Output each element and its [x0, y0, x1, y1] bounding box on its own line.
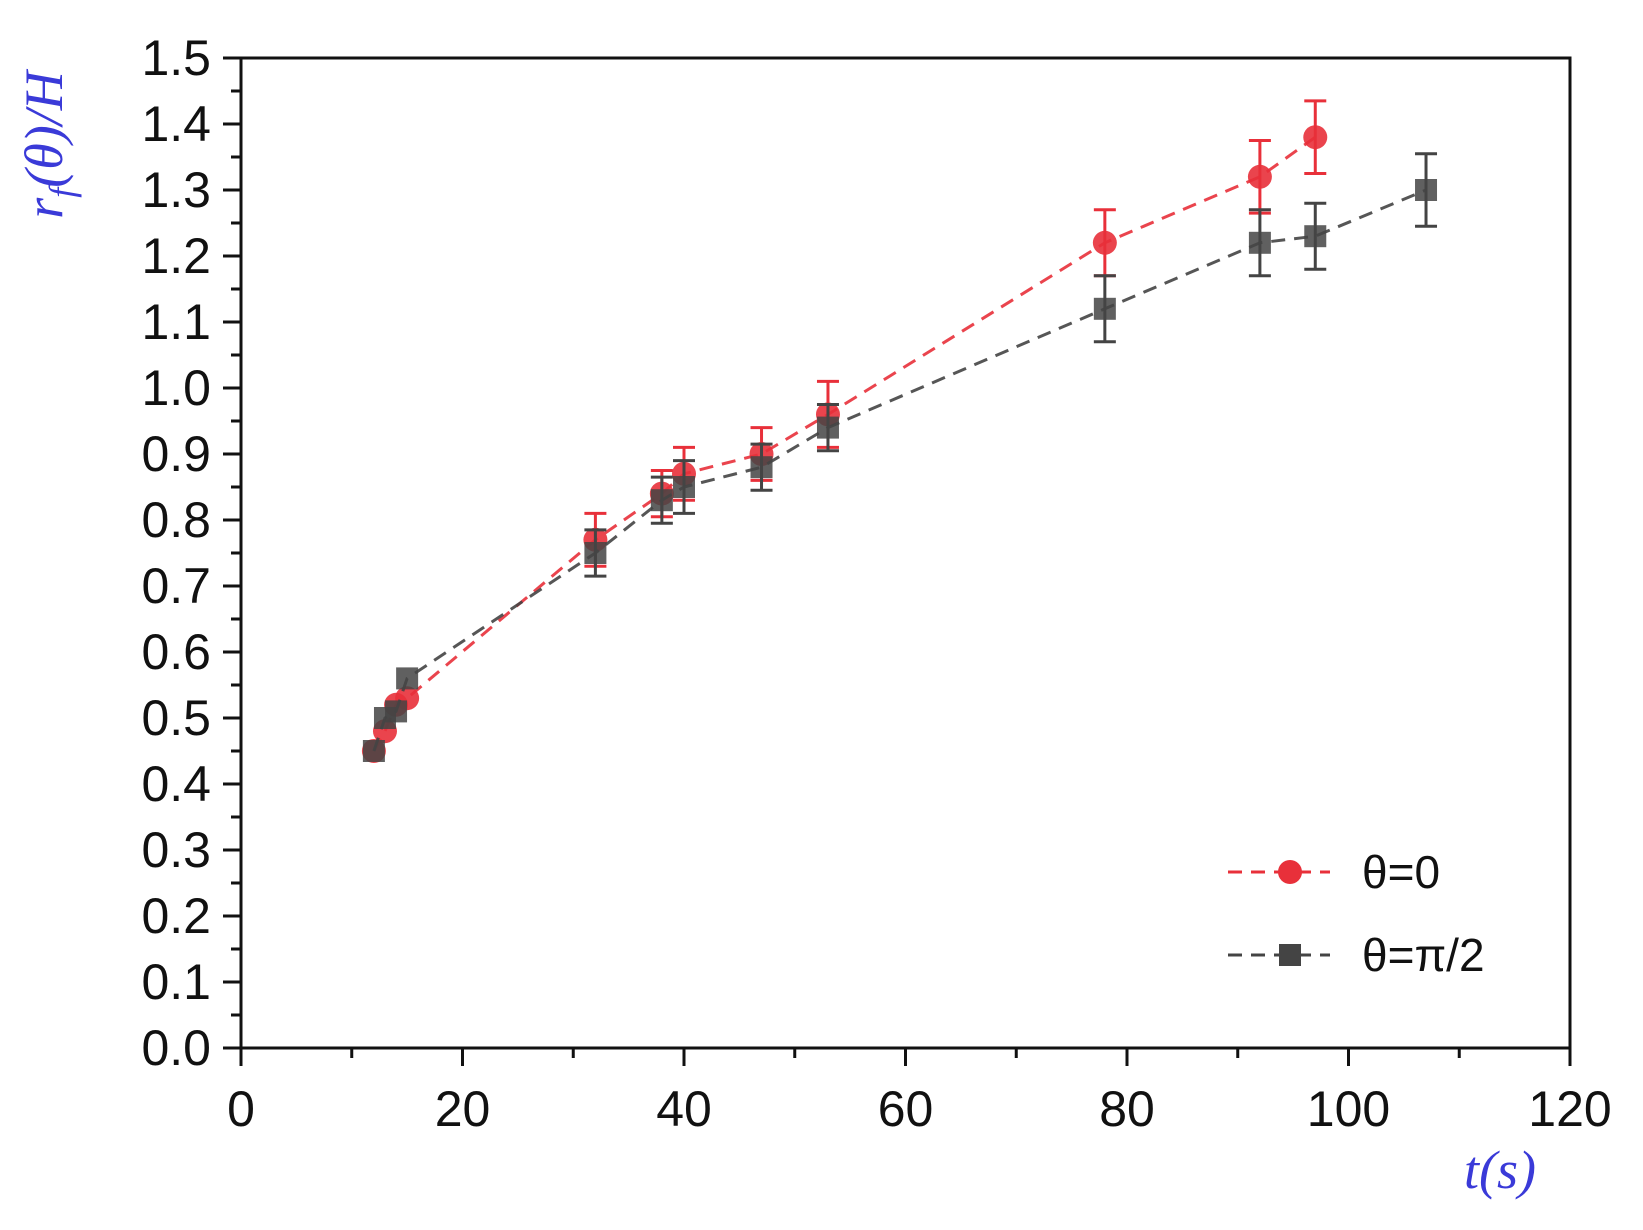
data-point [1304, 225, 1327, 248]
y-tick-label: 0.9 [141, 426, 211, 482]
y-tick-label: 0.2 [141, 888, 211, 944]
y-axis-title-rest: (θ)/H [14, 68, 74, 187]
y-tick-label: 0.7 [141, 558, 211, 614]
series-theta-pi-2 [362, 152, 1438, 762]
data-point [1303, 125, 1328, 150]
x-tick-label: 40 [656, 1081, 712, 1137]
x-tick-label: 0 [227, 1081, 255, 1137]
data-point [750, 456, 773, 479]
x-axis: 0 20 40 60 80 100 120 [227, 1048, 1612, 1137]
data-point [673, 476, 695, 498]
legend-marker [1279, 944, 1301, 966]
plot-frame [239, 56, 1572, 1050]
x-tick-label: 20 [435, 1081, 491, 1137]
legend-marker [1278, 860, 1302, 884]
y-tick-label: 0.8 [141, 492, 211, 548]
data-point [1248, 231, 1271, 254]
y-tick-label: 0.3 [141, 822, 211, 878]
series-theta-0 [361, 99, 1328, 763]
svg-text:rf(θ)/H: rf(θ)/H [14, 68, 82, 219]
y-tick-label: 0.4 [141, 756, 211, 812]
y-tick-label: 0.1 [141, 954, 211, 1010]
data-point [362, 740, 385, 762]
y-tick-label: 1.4 [141, 96, 211, 152]
legend: θ=0 θ=π/2 [1228, 846, 1485, 981]
data-point [385, 700, 408, 723]
y-tick-label: 1.5 [141, 30, 211, 86]
legend-label: θ=π/2 [1362, 929, 1485, 981]
x-tick-label: 80 [1099, 1081, 1155, 1137]
plot-border [239, 56, 1572, 1050]
y-tick-label: 1.1 [141, 294, 211, 350]
series-layer [361, 99, 1438, 763]
legend-item: θ=0 [1228, 846, 1440, 898]
data-point [396, 667, 419, 690]
data-point [1093, 297, 1116, 320]
data-point [816, 416, 839, 439]
x-tick-label: 60 [878, 1081, 934, 1137]
y-axis-title: rf(θ)/H [14, 68, 82, 219]
y-tick-label: 0.0 [141, 1020, 211, 1076]
data-point [650, 489, 673, 512]
series-line [372, 188, 1427, 752]
x-tick-label: 100 [1307, 1081, 1390, 1137]
data-point [584, 542, 607, 564]
series-line [372, 135, 1317, 752]
legend-label: θ=0 [1362, 846, 1440, 898]
y-tick-label: 1.2 [141, 228, 211, 284]
y-axis: 0.0 0.1 0.2 0.3 0.4 0.5 0.6 0.7 0.8 0.9 1.0 1.1 1.2 1… [141, 30, 241, 1076]
y-tick-label: 0.5 [141, 690, 211, 746]
x-tick-label: 120 [1528, 1081, 1611, 1137]
y-tick-label: 1.3 [141, 162, 211, 218]
y-tick-label: 0.6 [141, 624, 211, 680]
legend-item: θ=π/2 [1228, 929, 1485, 981]
x-axis-title: t(s) [1464, 1140, 1536, 1200]
data-point [1092, 230, 1117, 255]
data-point [1415, 179, 1438, 201]
y-axis-title-main: r [14, 197, 74, 219]
data-point [1247, 164, 1272, 189]
y-tick-label: 1.0 [141, 360, 211, 416]
